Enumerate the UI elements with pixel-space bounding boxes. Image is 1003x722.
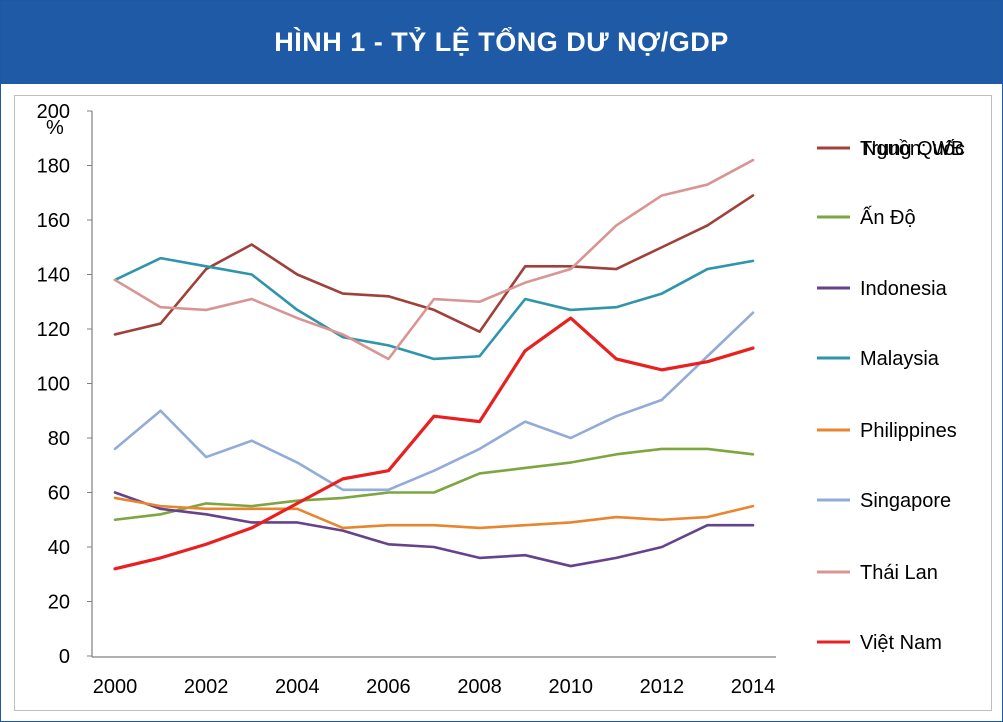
title-bar: HÌNH 1 - TỶ LỆ TỔNG DƯ NỢ/GDP <box>1 1 1002 84</box>
series-line <box>113 316 755 571</box>
legend-label: Malaysia <box>860 348 940 370</box>
y-tick-label: 80 <box>48 428 70 450</box>
figure-title: HÌNH 1 - TỶ LỆ TỔNG DƯ NỢ/GDP <box>274 27 729 57</box>
y-axis-label: % <box>46 117 64 139</box>
y-tick-label: 120 <box>37 319 70 341</box>
y-tick-label: 20 <box>48 592 70 614</box>
x-tick-labels: 2000 2002 2004 2006 2008 2010 2012 2014 <box>93 676 776 698</box>
series-line <box>113 447 755 522</box>
legend-label: Trung Quốc <box>860 138 965 160</box>
legend-label: Indonesia <box>860 278 948 300</box>
y-tick-label: 100 <box>37 374 70 396</box>
legend-label: Việt Nam <box>860 632 942 654</box>
y-tick-label: 40 <box>48 537 70 559</box>
y-tick-label: 0 <box>59 646 70 668</box>
x-tick-label: 2008 <box>457 676 502 698</box>
y-tick-label: 60 <box>48 483 70 505</box>
y-tick-label: 200 <box>37 101 70 123</box>
series-line <box>113 496 755 530</box>
series-line <box>113 311 755 492</box>
y-tick-labels: 0 20 40 60 80 100 120 140 160 180 200 <box>37 101 70 668</box>
x-tick-label: 2012 <box>640 676 685 698</box>
series-line <box>113 491 755 568</box>
series-line <box>113 158 755 361</box>
source-note: Nguồn: WB <box>862 138 964 160</box>
x-tick-label: 2004 <box>275 676 320 698</box>
x-tick-label: 2002 <box>184 676 229 698</box>
legend-label: Thái Lan <box>860 562 938 584</box>
y-tick-label: 140 <box>37 265 70 287</box>
x-tick-label: 2000 <box>93 676 138 698</box>
x-tick-label: 2014 <box>731 676 776 698</box>
legend: Trung Quốc Ấn Độ Indonesia Malaysia Philippi… <box>817 138 965 654</box>
y-tick-label: 180 <box>37 156 70 178</box>
legend-label: Philippines <box>860 420 957 442</box>
y-tick-label: 160 <box>37 210 70 232</box>
chart-panel <box>14 95 992 711</box>
legend-label: Singapore <box>860 490 951 512</box>
series-line <box>113 256 755 361</box>
x-tick-label: 2010 <box>548 676 593 698</box>
series-line <box>113 194 755 336</box>
legend-label: Ấn Độ <box>860 206 916 229</box>
chart-axes <box>87 110 776 658</box>
x-tick-label: 2006 <box>366 676 411 698</box>
series-lines <box>113 158 755 571</box>
